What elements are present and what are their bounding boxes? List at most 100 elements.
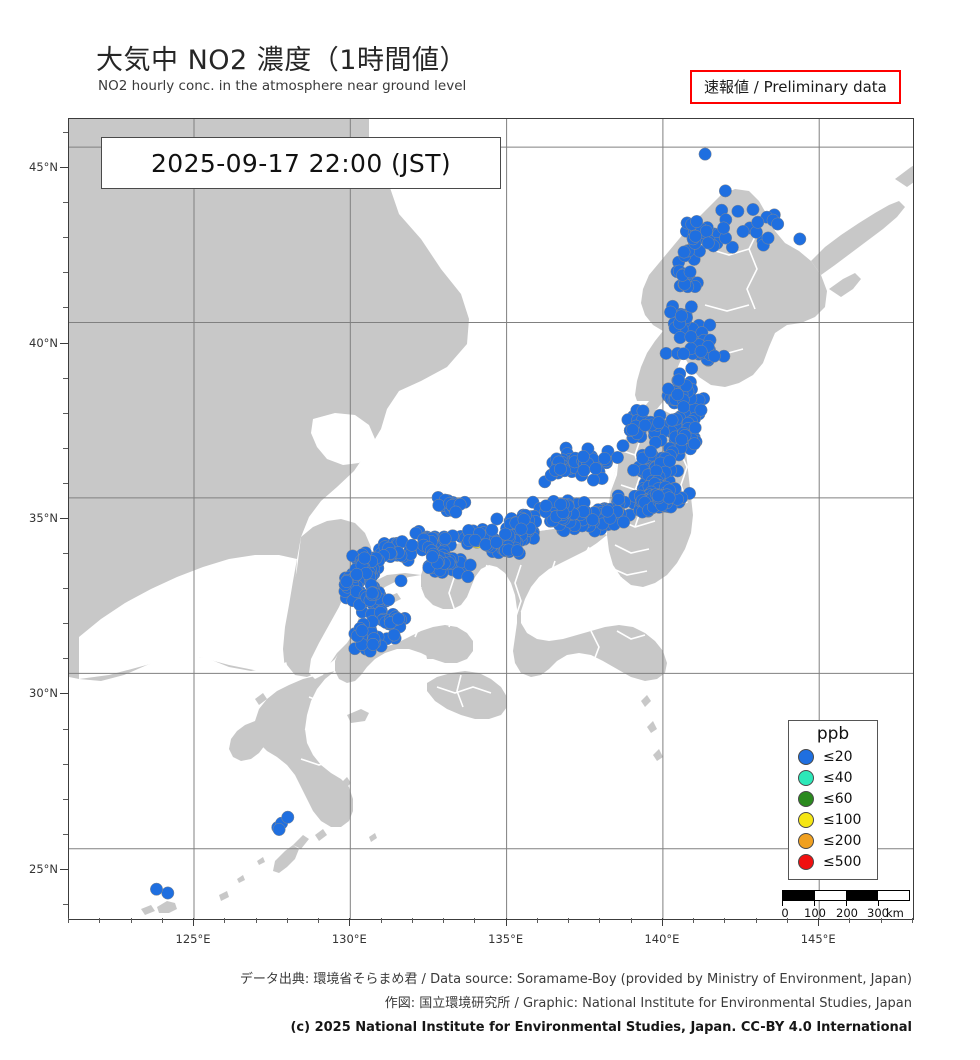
- station-point[interactable]: [718, 184, 732, 198]
- station-point[interactable]: [694, 344, 708, 358]
- y-axis-minor-tick: [63, 833, 68, 835]
- station-point[interactable]: [355, 624, 369, 638]
- station-point[interactable]: [366, 637, 380, 651]
- station-point[interactable]: [461, 570, 475, 584]
- station-point[interactable]: [683, 265, 697, 279]
- station-point[interactable]: [432, 498, 446, 512]
- station-point[interactable]: [612, 492, 626, 506]
- station-point[interactable]: [665, 413, 679, 427]
- station-point[interactable]: [636, 404, 650, 418]
- station-point[interactable]: [673, 331, 687, 345]
- station-point[interactable]: [677, 400, 691, 414]
- station-point[interactable]: [617, 515, 631, 529]
- station-point[interactable]: [672, 373, 686, 387]
- station-point[interactable]: [685, 361, 699, 375]
- map-plot-area[interactable]: [68, 118, 914, 920]
- station-point[interactable]: [387, 628, 401, 642]
- station-point[interactable]: [350, 568, 364, 581]
- station-point[interactable]: [694, 403, 708, 417]
- station-point[interactable]: [690, 215, 704, 228]
- station-point[interactable]: [272, 823, 286, 836]
- station-point[interactable]: [485, 523, 499, 537]
- station-point[interactable]: [611, 451, 624, 464]
- station-point[interactable]: [449, 505, 463, 519]
- station-point[interactable]: [358, 551, 371, 565]
- station-point[interactable]: [554, 498, 568, 511]
- station-point[interactable]: [677, 245, 691, 259]
- station-point[interactable]: [663, 454, 677, 468]
- station-point[interactable]: [553, 462, 567, 476]
- station-point[interactable]: [514, 522, 528, 536]
- station-point[interactable]: [340, 575, 354, 588]
- station-point[interactable]: [677, 347, 690, 361]
- station-point[interactable]: [731, 204, 745, 218]
- station-point[interactable]: [771, 217, 785, 231]
- station-point[interactable]: [684, 300, 698, 314]
- station-point[interactable]: [498, 527, 512, 541]
- station-point[interactable]: [651, 489, 665, 503]
- station-point[interactable]: [664, 305, 677, 319]
- land-ryukyu-amami: [337, 805, 353, 819]
- station-point[interactable]: [701, 236, 715, 250]
- station-point[interactable]: [489, 535, 503, 549]
- station-point[interactable]: [674, 309, 688, 323]
- station-point[interactable]: [382, 593, 396, 607]
- station-point[interactable]: [761, 231, 775, 245]
- station-point[interactable]: [703, 318, 717, 332]
- station-point[interactable]: [746, 203, 760, 216]
- station-point[interactable]: [689, 229, 702, 243]
- station-point[interactable]: [391, 612, 405, 626]
- scale-label-0: 0: [781, 906, 789, 920]
- x-axis-major-tick: [505, 918, 507, 926]
- station-point[interactable]: [707, 349, 721, 363]
- station-point[interactable]: [751, 215, 765, 229]
- station-point[interactable]: [661, 382, 675, 396]
- station-point[interactable]: [576, 450, 590, 464]
- station-point[interactable]: [438, 532, 452, 546]
- land-kurils-1: [895, 165, 913, 187]
- station-point[interactable]: [699, 224, 713, 238]
- station-point[interactable]: [463, 558, 477, 572]
- station-point[interactable]: [589, 462, 603, 476]
- station-point[interactable]: [586, 473, 600, 487]
- station-point[interactable]: [659, 346, 673, 360]
- timestamp-label: 2025-09-17 22:00 (JST): [150, 148, 452, 178]
- station-point[interactable]: [687, 437, 701, 451]
- station-point[interactable]: [627, 463, 641, 477]
- y-axis-major-tick: [60, 868, 68, 870]
- station-point[interactable]: [616, 439, 630, 453]
- station-point[interactable]: [662, 491, 676, 505]
- station-point[interactable]: [671, 388, 685, 402]
- station-point[interactable]: [479, 538, 493, 552]
- station-point[interactable]: [510, 544, 524, 558]
- station-point[interactable]: [652, 416, 666, 430]
- station-point[interactable]: [684, 330, 698, 344]
- land-izu-3: [653, 749, 663, 761]
- station-point[interactable]: [425, 550, 439, 564]
- station-point[interactable]: [717, 221, 731, 235]
- station-point[interactable]: [365, 586, 379, 600]
- scale-unit-label: km: [886, 906, 904, 920]
- station-point[interactable]: [598, 451, 611, 465]
- station-point[interactable]: [490, 512, 504, 526]
- station-point[interactable]: [405, 538, 419, 552]
- station-point[interactable]: [161, 886, 175, 900]
- station-point[interactable]: [626, 423, 639, 437]
- station-point[interactable]: [539, 499, 553, 513]
- station-point[interactable]: [725, 240, 739, 254]
- station-point[interactable]: [638, 418, 652, 432]
- station-point[interactable]: [150, 882, 163, 896]
- station-point[interactable]: [586, 513, 600, 527]
- station-point[interactable]: [698, 147, 712, 161]
- legend-color-swatch: [798, 854, 814, 871]
- station-point[interactable]: [281, 810, 295, 824]
- station-point[interactable]: [793, 232, 807, 246]
- station-point[interactable]: [736, 225, 750, 238]
- x-axis-minor-tick: [380, 918, 382, 923]
- station-point[interactable]: [577, 464, 591, 477]
- station-point[interactable]: [600, 504, 614, 518]
- station-point[interactable]: [394, 574, 408, 588]
- station-point[interactable]: [675, 433, 689, 447]
- station-point[interactable]: [688, 421, 702, 435]
- station-point[interactable]: [644, 445, 658, 459]
